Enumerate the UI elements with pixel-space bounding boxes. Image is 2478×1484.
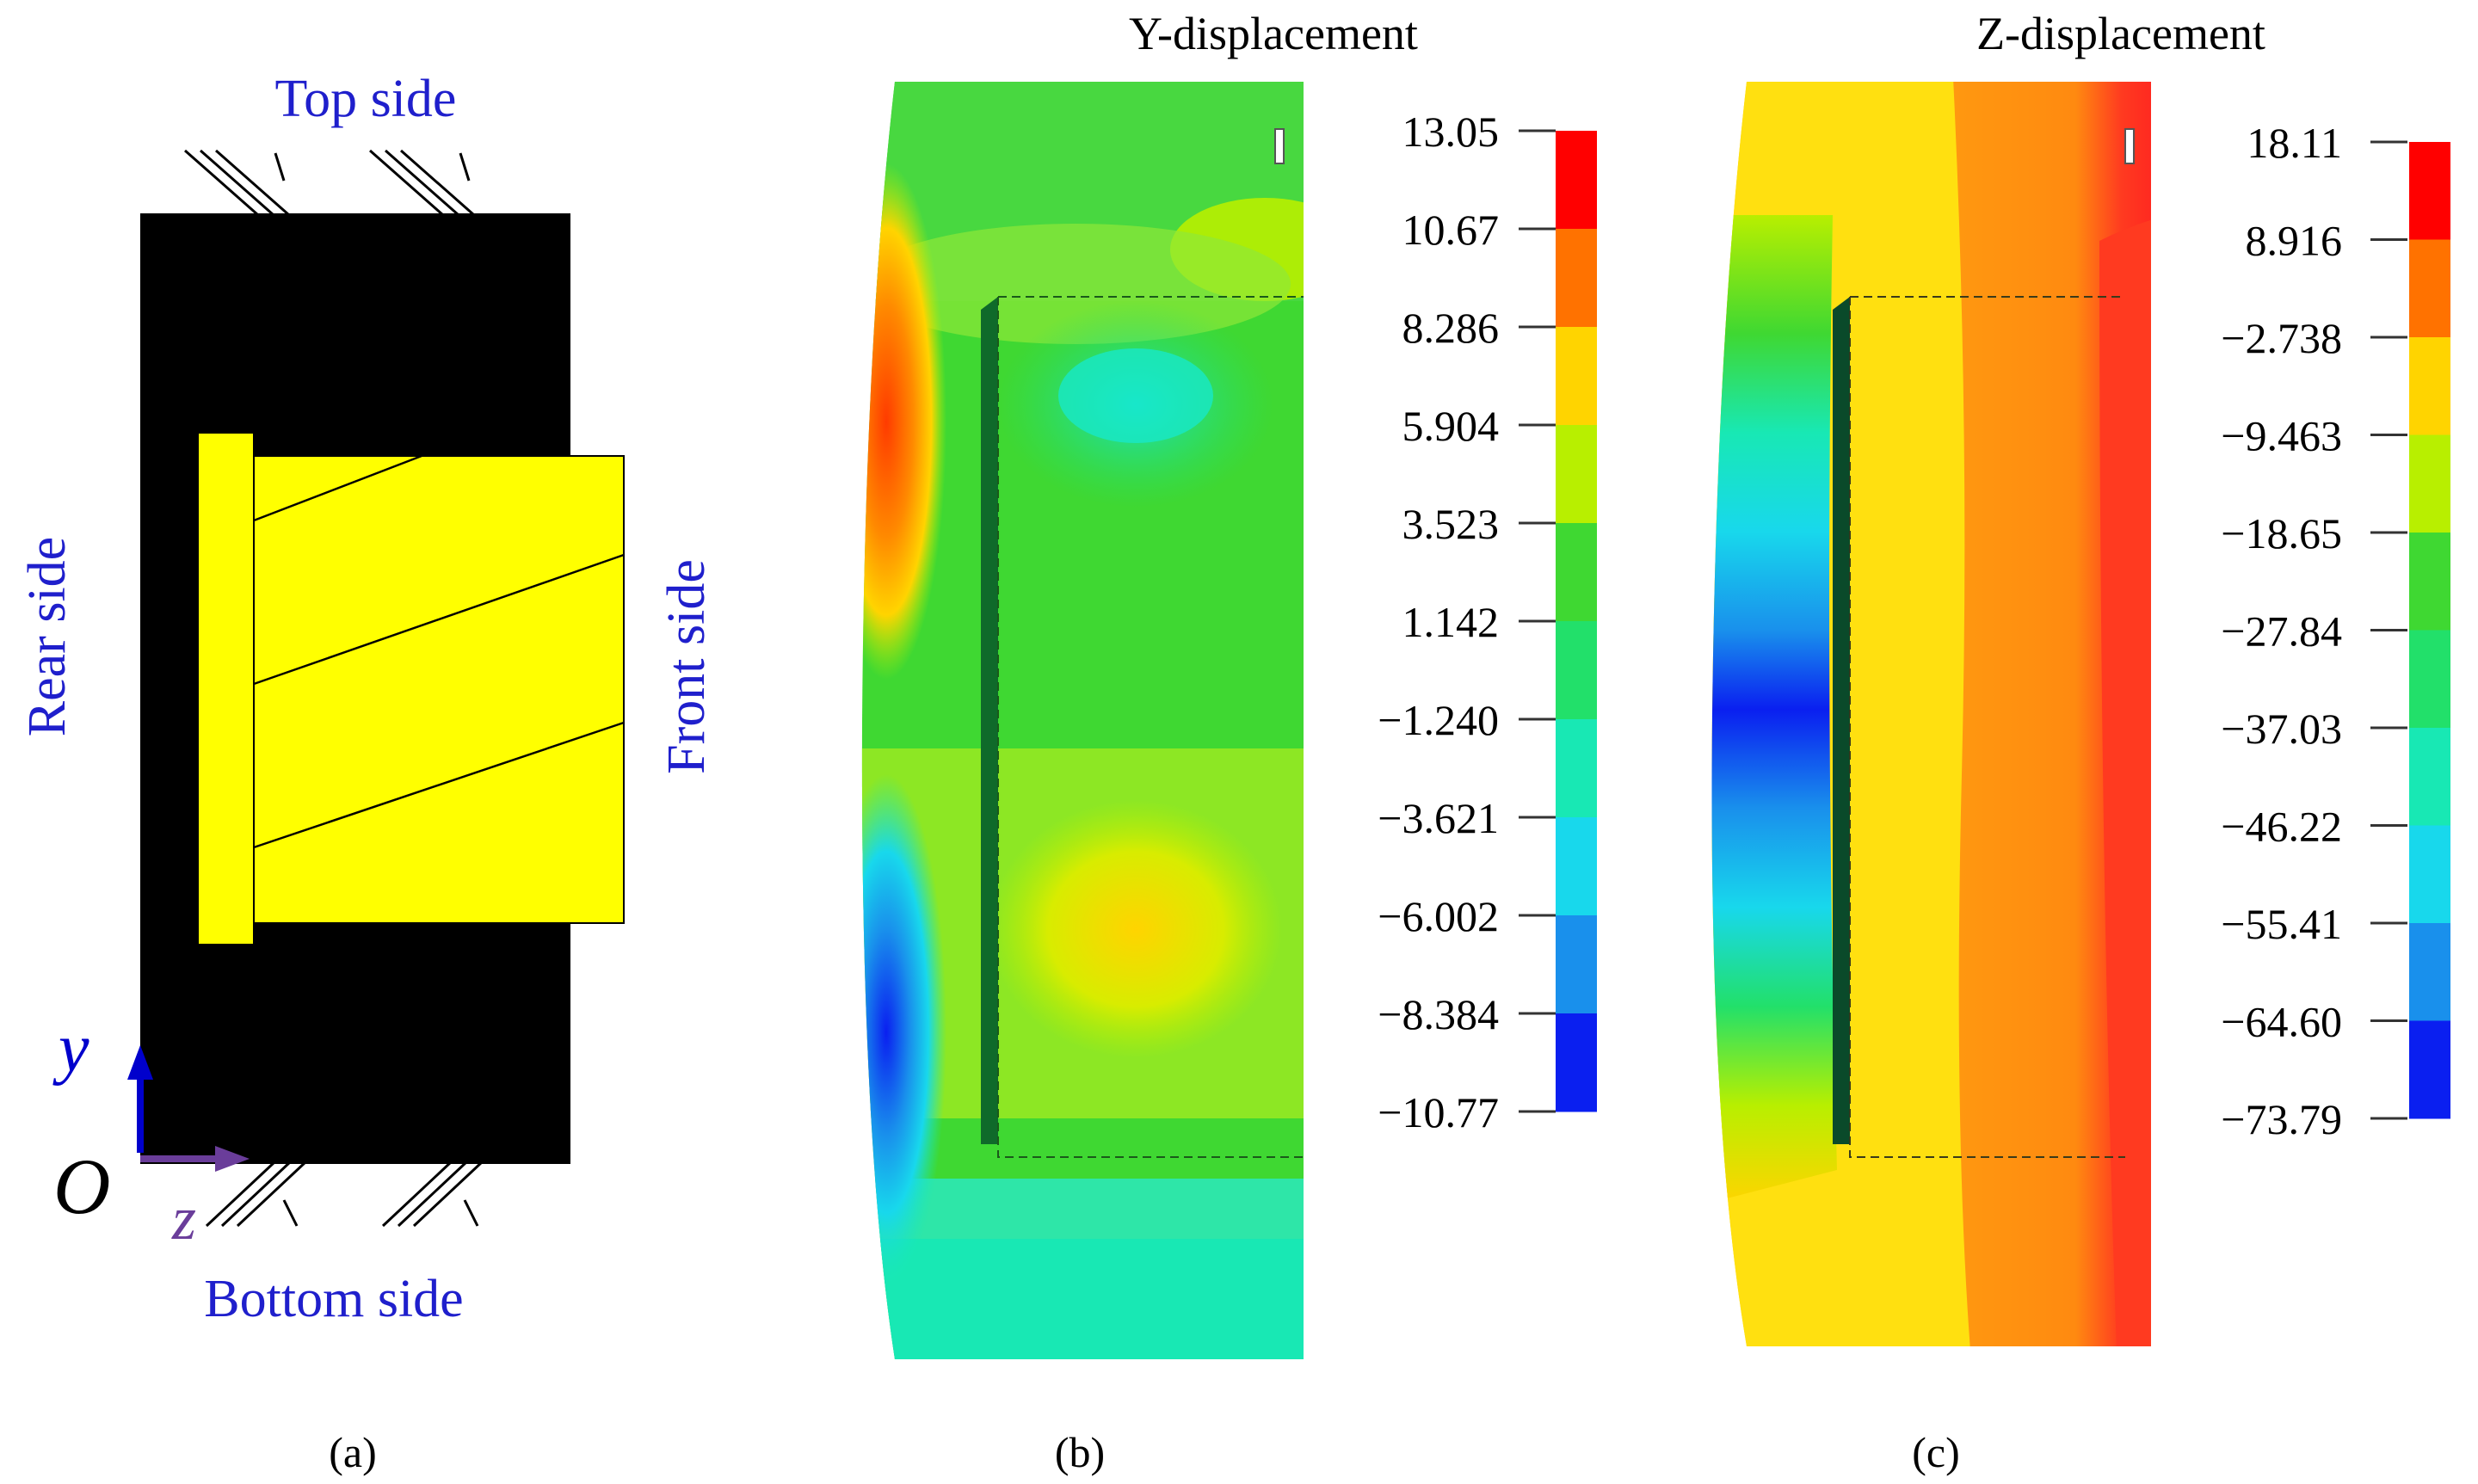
- caption-c: (c): [1912, 1428, 1960, 1476]
- panel-a: y z O Top side Bottom side Rear side Fro…: [18, 70, 716, 1476]
- z-displacement-legend-swatch: [2409, 1020, 2450, 1119]
- y-displacement-legend-swatch: [1556, 425, 1597, 524]
- z-displacement-legend-swatch: [2409, 630, 2450, 729]
- z-displacement-legend-label: −37.03: [2221, 705, 2342, 753]
- caption-b: (b): [1055, 1428, 1105, 1476]
- y-displacement-legend-label: −1.240: [1378, 696, 1499, 744]
- z-arrow-head: [215, 1146, 250, 1172]
- y-displacement-legend-label: 5.904: [1402, 402, 1500, 450]
- y-displacement-legend-swatch: [1556, 523, 1597, 622]
- z-displacement-legend-label: 8.916: [2246, 217, 2343, 265]
- specimen-thread-lines: [253, 454, 625, 849]
- z-displacement-legend-label: 18.11: [2247, 119, 2342, 167]
- y-displacement-legend-swatch: [1556, 817, 1597, 916]
- y-displacement-legend-label: 8.286: [1402, 304, 1500, 352]
- z-displacement-title: Z-displacement: [1976, 8, 2265, 59]
- y-displacement-legend-swatch: [1556, 621, 1597, 720]
- z-displacement-contour: [1711, 82, 2151, 1346]
- axis-y-label: y: [52, 1011, 89, 1087]
- specimen-body: [253, 455, 625, 924]
- z-displacement-legend: 18.11 8.916 −2.738 −9.463 −18.65 −27.84 −37.03…: [2221, 119, 2450, 1143]
- y-displacement-legend-label: −6.002: [1378, 892, 1499, 940]
- z-displacement-legend-swatch: [2409, 923, 2450, 1021]
- y-displacement-legend-label: −3.621: [1378, 794, 1499, 842]
- z-displacement-legend-swatch: [2409, 337, 2450, 435]
- rear-side-label: Rear side: [18, 537, 77, 736]
- front-side-label: Front side: [657, 559, 716, 774]
- z-displacement-legend-swatch: [2409, 825, 2450, 924]
- panel-b: Y-displacement 13.05 10.67 8.286 5.904 3.523…: [861, 8, 1597, 1476]
- top-side-label: Top side: [275, 70, 457, 128]
- z-displacement-legend-label: −27.84: [2221, 607, 2342, 656]
- y-displacement-legend-swatch: [1556, 915, 1597, 1014]
- coordinate-axes: [127, 1045, 250, 1172]
- y-displacement-legend-swatch: [1556, 1013, 1597, 1112]
- y-displacement-title: Y-displacement: [1129, 8, 1418, 59]
- y-displacement-legend-label: 1.142: [1402, 598, 1500, 646]
- y-displacement-legend-label: 3.523: [1402, 500, 1500, 548]
- z-displacement-legend-label: −2.738: [2221, 314, 2342, 362]
- y-displacement-legend-swatch: [1556, 229, 1597, 328]
- z-displacement-legend-swatch: [2409, 533, 2450, 631]
- z-displacement-legend-swatch: [2409, 239, 2450, 338]
- z-displacement-legend-swatch: [2409, 142, 2450, 240]
- bottom-support-hatch: [205, 1160, 484, 1228]
- y-displacement-legend-label: −10.77: [1378, 1088, 1499, 1136]
- y-displacement-legend-swatch: [1556, 327, 1597, 426]
- y-displacement-legend-label: −8.384: [1378, 990, 1499, 1038]
- caption-a: (a): [329, 1428, 377, 1476]
- top-support-hatch: [184, 149, 475, 217]
- origin-label: O: [53, 1142, 110, 1230]
- y-arrow-head: [127, 1045, 153, 1080]
- panel-c: Z-displacement 18.11 8.916 −2.738 −9.463 −18…: [1711, 8, 2450, 1476]
- z-displacement-legend-label: −73.79: [2221, 1095, 2342, 1143]
- y-displacement-contour: [861, 82, 1304, 1359]
- z-displacement-legend-swatch: [2409, 728, 2450, 826]
- y-displacement-legend-swatch: [1556, 719, 1597, 818]
- y-displacement-legend: 13.05 10.67 8.286 5.904 3.523 1.142 −1.240 −3.6…: [1378, 108, 1597, 1136]
- y-displacement-legend-label: 13.05: [1402, 108, 1500, 156]
- z-displacement-legend-label: −18.65: [2221, 509, 2342, 557]
- z-displacement-legend-swatch: [2409, 434, 2450, 533]
- z-displacement-legend-label: −9.463: [2221, 412, 2342, 460]
- y-displacement-legend-swatch: [1556, 131, 1597, 230]
- bottom-side-label: Bottom side: [204, 1270, 463, 1328]
- specimen-flange: [197, 432, 255, 945]
- axis-z-label: z: [171, 1184, 196, 1253]
- z-displacement-legend-label: −64.60: [2221, 998, 2342, 1046]
- y-displacement-legend-label: 10.67: [1402, 206, 1500, 254]
- z-displacement-legend-label: −46.22: [2221, 803, 2342, 851]
- z-displacement-legend-label: −55.41: [2221, 900, 2342, 948]
